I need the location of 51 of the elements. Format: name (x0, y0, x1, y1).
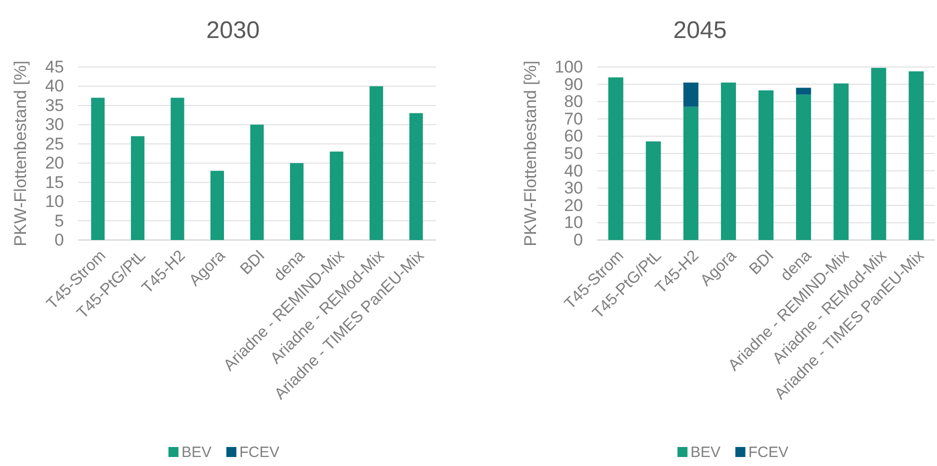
y-tick-label: 50 (564, 144, 583, 163)
y-tick-label: 35 (45, 96, 64, 115)
legend-label: BEV (690, 444, 720, 460)
bar (250, 124, 264, 240)
chart-title: 2045 (673, 16, 727, 44)
y-tick-label: 45 (45, 58, 64, 76)
x-tick-label: BDI (746, 246, 778, 278)
y-tick-label: 20 (45, 154, 64, 173)
y-tick-label: 30 (45, 115, 64, 134)
y-tick-label: 80 (564, 92, 583, 112)
chart-title: 2030 (206, 16, 260, 44)
bar (608, 77, 624, 240)
bar (290, 163, 304, 240)
y-tick-label: 60 (564, 126, 583, 146)
bar (370, 86, 384, 240)
bar (871, 68, 886, 240)
bar (834, 83, 849, 240)
bar (91, 98, 105, 240)
bar (908, 71, 924, 240)
y-tick-label: 10 (45, 192, 64, 212)
bar (170, 98, 184, 240)
bar (646, 141, 661, 240)
bar (409, 113, 423, 240)
bar (683, 106, 698, 240)
bar (758, 90, 774, 240)
y-tick-label: 5 (54, 211, 64, 230)
bar (683, 82, 698, 107)
y-tick-label: 0 (54, 230, 64, 250)
y-tick-label: 15 (45, 172, 64, 192)
y-tick-label: 100 (554, 58, 583, 76)
y-tick-label: 25 (45, 134, 64, 154)
legend-label: BEV (181, 444, 212, 460)
legend-label: FCEV (748, 444, 788, 460)
y-tick-label: 10 (564, 213, 583, 232)
y-tick-label: 90 (564, 74, 583, 94)
y-tick-label: 70 (564, 109, 583, 128)
legend-label: FCEV (239, 444, 280, 460)
bar (796, 88, 812, 95)
y-tick-label: 40 (45, 76, 64, 96)
bar (210, 170, 224, 240)
y-tick-label: 20 (564, 196, 583, 215)
y-axis-title: PKW-Flottenbestand [%] (520, 60, 540, 246)
bar (720, 82, 736, 240)
bar (796, 94, 812, 240)
bar (130, 136, 144, 240)
y-tick-label: 40 (564, 161, 583, 180)
y-tick-label: 0 (574, 230, 583, 250)
x-tick-label: BDI (237, 246, 268, 278)
y-axis-title: PKW-Flottenbestand [%] (10, 60, 30, 246)
bar (330, 152, 344, 240)
y-tick-label: 30 (564, 178, 583, 198)
